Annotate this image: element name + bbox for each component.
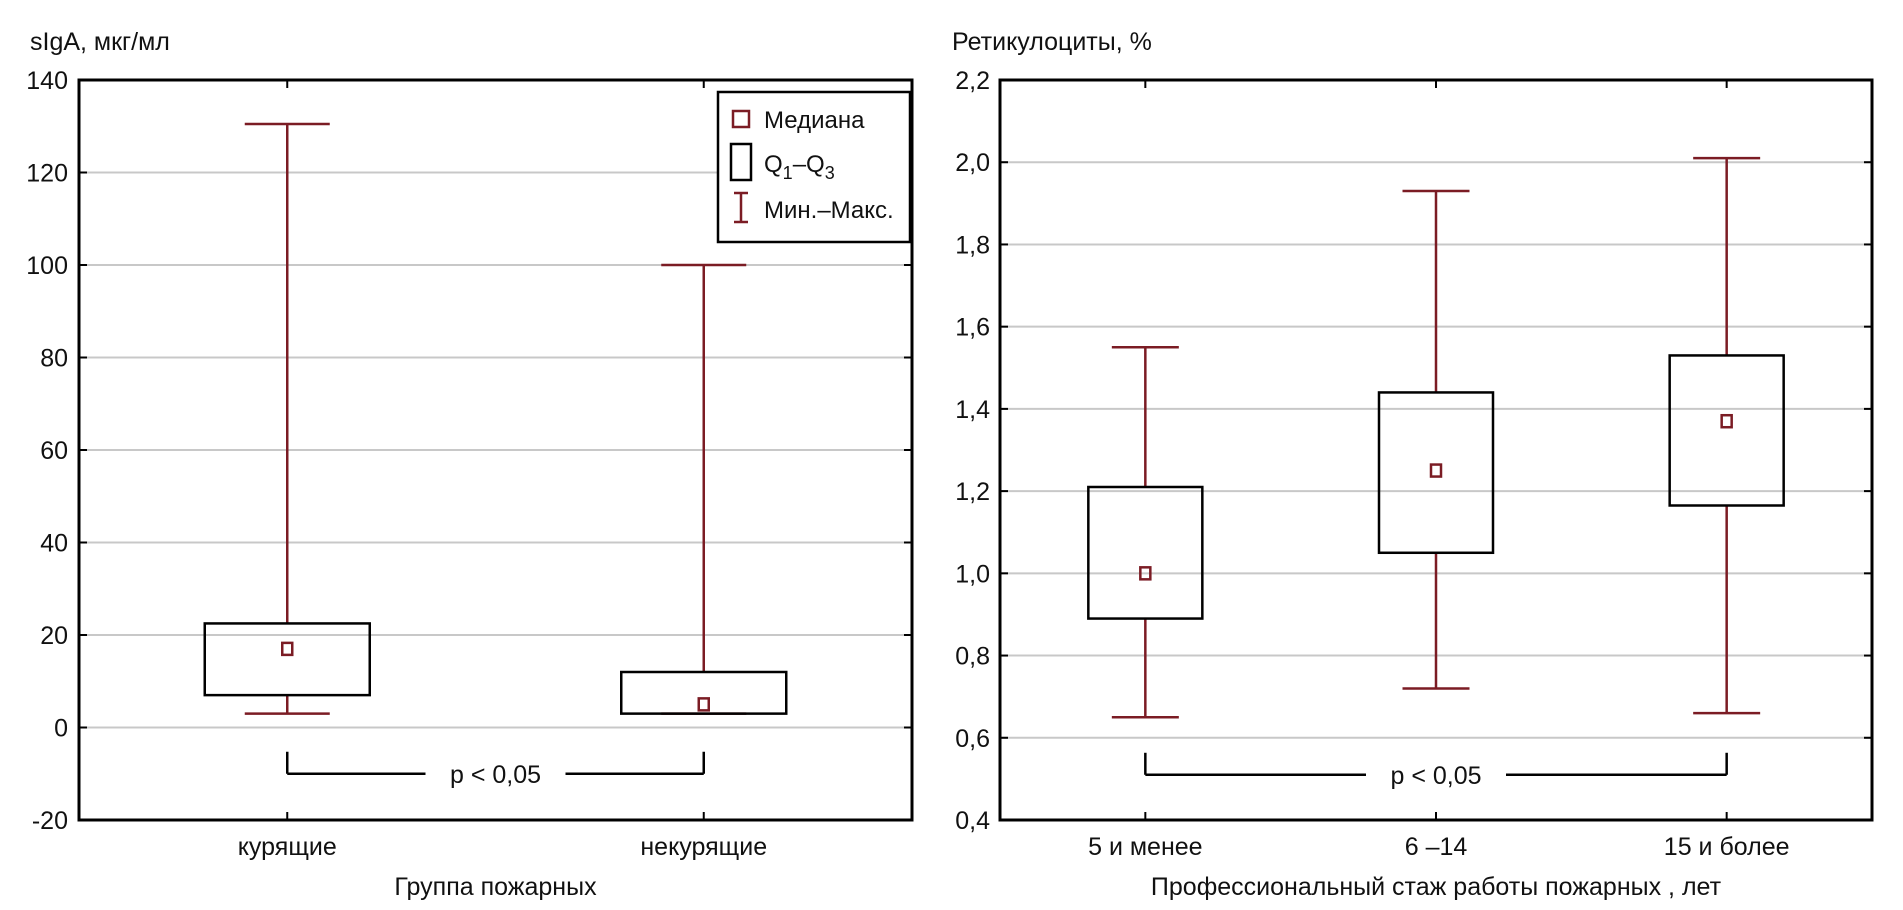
significance-label: p < 0,05 (1390, 762, 1481, 790)
iqr-box (1668, 354, 1785, 507)
y-axis-label: Ретикулоциты, % (952, 28, 1152, 56)
legend: Медиана Q1–Q3 Мин.–Макс. (716, 90, 912, 244)
y-tick-label: 0,4 (955, 807, 990, 835)
box-icon (729, 142, 753, 182)
y-tick-label: 100 (26, 252, 68, 280)
plot-1: -20 0 20 40 60 80 100 120 140 sIgA, мкг/мл Группа … (26, 28, 914, 901)
median-marker (281, 641, 294, 657)
median-marker (1139, 566, 1152, 581)
significance-bracket (1144, 752, 1728, 777)
legend-minmax-label: Мин.–Макс. (764, 197, 894, 224)
median-square-icon (731, 109, 751, 129)
y-tick-label: 2,2 (955, 67, 990, 95)
legend-box-label: Q1–Q3 (764, 151, 835, 183)
y-tick-label: 1,0 (955, 560, 990, 588)
category-label: некурящие (640, 833, 767, 861)
y-tick-label: 0,8 (955, 643, 990, 671)
whisker (661, 263, 747, 715)
median-marker (1720, 413, 1733, 429)
significance-bracket (286, 751, 705, 775)
legend-median-label: Медиана (764, 107, 865, 134)
iqr-box (1087, 485, 1204, 620)
significance-label: p < 0,05 (450, 761, 541, 789)
y-tick-label: 80 (40, 345, 68, 373)
x-axis-label: Группа пожарных (394, 873, 597, 901)
iqr-box (203, 622, 371, 697)
y-tick-label: 1,8 (955, 231, 990, 259)
y-tick-label: 0 (54, 715, 68, 743)
whisker (1111, 345, 1179, 719)
y-tick-label: 120 (26, 160, 68, 188)
y-tick-label: 60 (40, 437, 68, 465)
y-tick-label: 1,4 (955, 396, 990, 424)
whisker (1402, 189, 1470, 690)
category-label: 15 и более (1664, 833, 1790, 861)
y-tick-label: -20 (32, 807, 68, 835)
whisker (1693, 156, 1761, 715)
median-marker (697, 697, 710, 712)
iqr-box (620, 670, 788, 715)
plot-frame (77, 78, 914, 822)
y-tick-label: 20 (40, 622, 68, 650)
iqr-box (1377, 391, 1495, 555)
category-label: 5 и менее (1088, 833, 1202, 861)
y-tick-label: 140 (26, 67, 68, 95)
x-axis-label: Профессиональный стаж работы пожарных , … (1151, 873, 1722, 901)
category-label: 6 –14 (1405, 833, 1468, 861)
y-tick-label: 0,6 (955, 725, 990, 753)
whisker-icon (734, 191, 748, 224)
y-tick-label: 40 (40, 530, 68, 558)
y-tick-label: 1,2 (955, 478, 990, 506)
y-tick-label: 2,0 (955, 149, 990, 177)
whisker (244, 122, 330, 715)
median-marker (1429, 463, 1443, 478)
category-label: курящие (238, 833, 337, 861)
y-tick-label: 1,6 (955, 314, 990, 342)
y-axis-label: sIgA, мкг/мл (30, 28, 170, 56)
plot-2: 0,4 0,6 0,8 1,0 1,2 1,4 1,6 1,8 2,0 2,2 Ретикулоци… (952, 28, 1874, 901)
